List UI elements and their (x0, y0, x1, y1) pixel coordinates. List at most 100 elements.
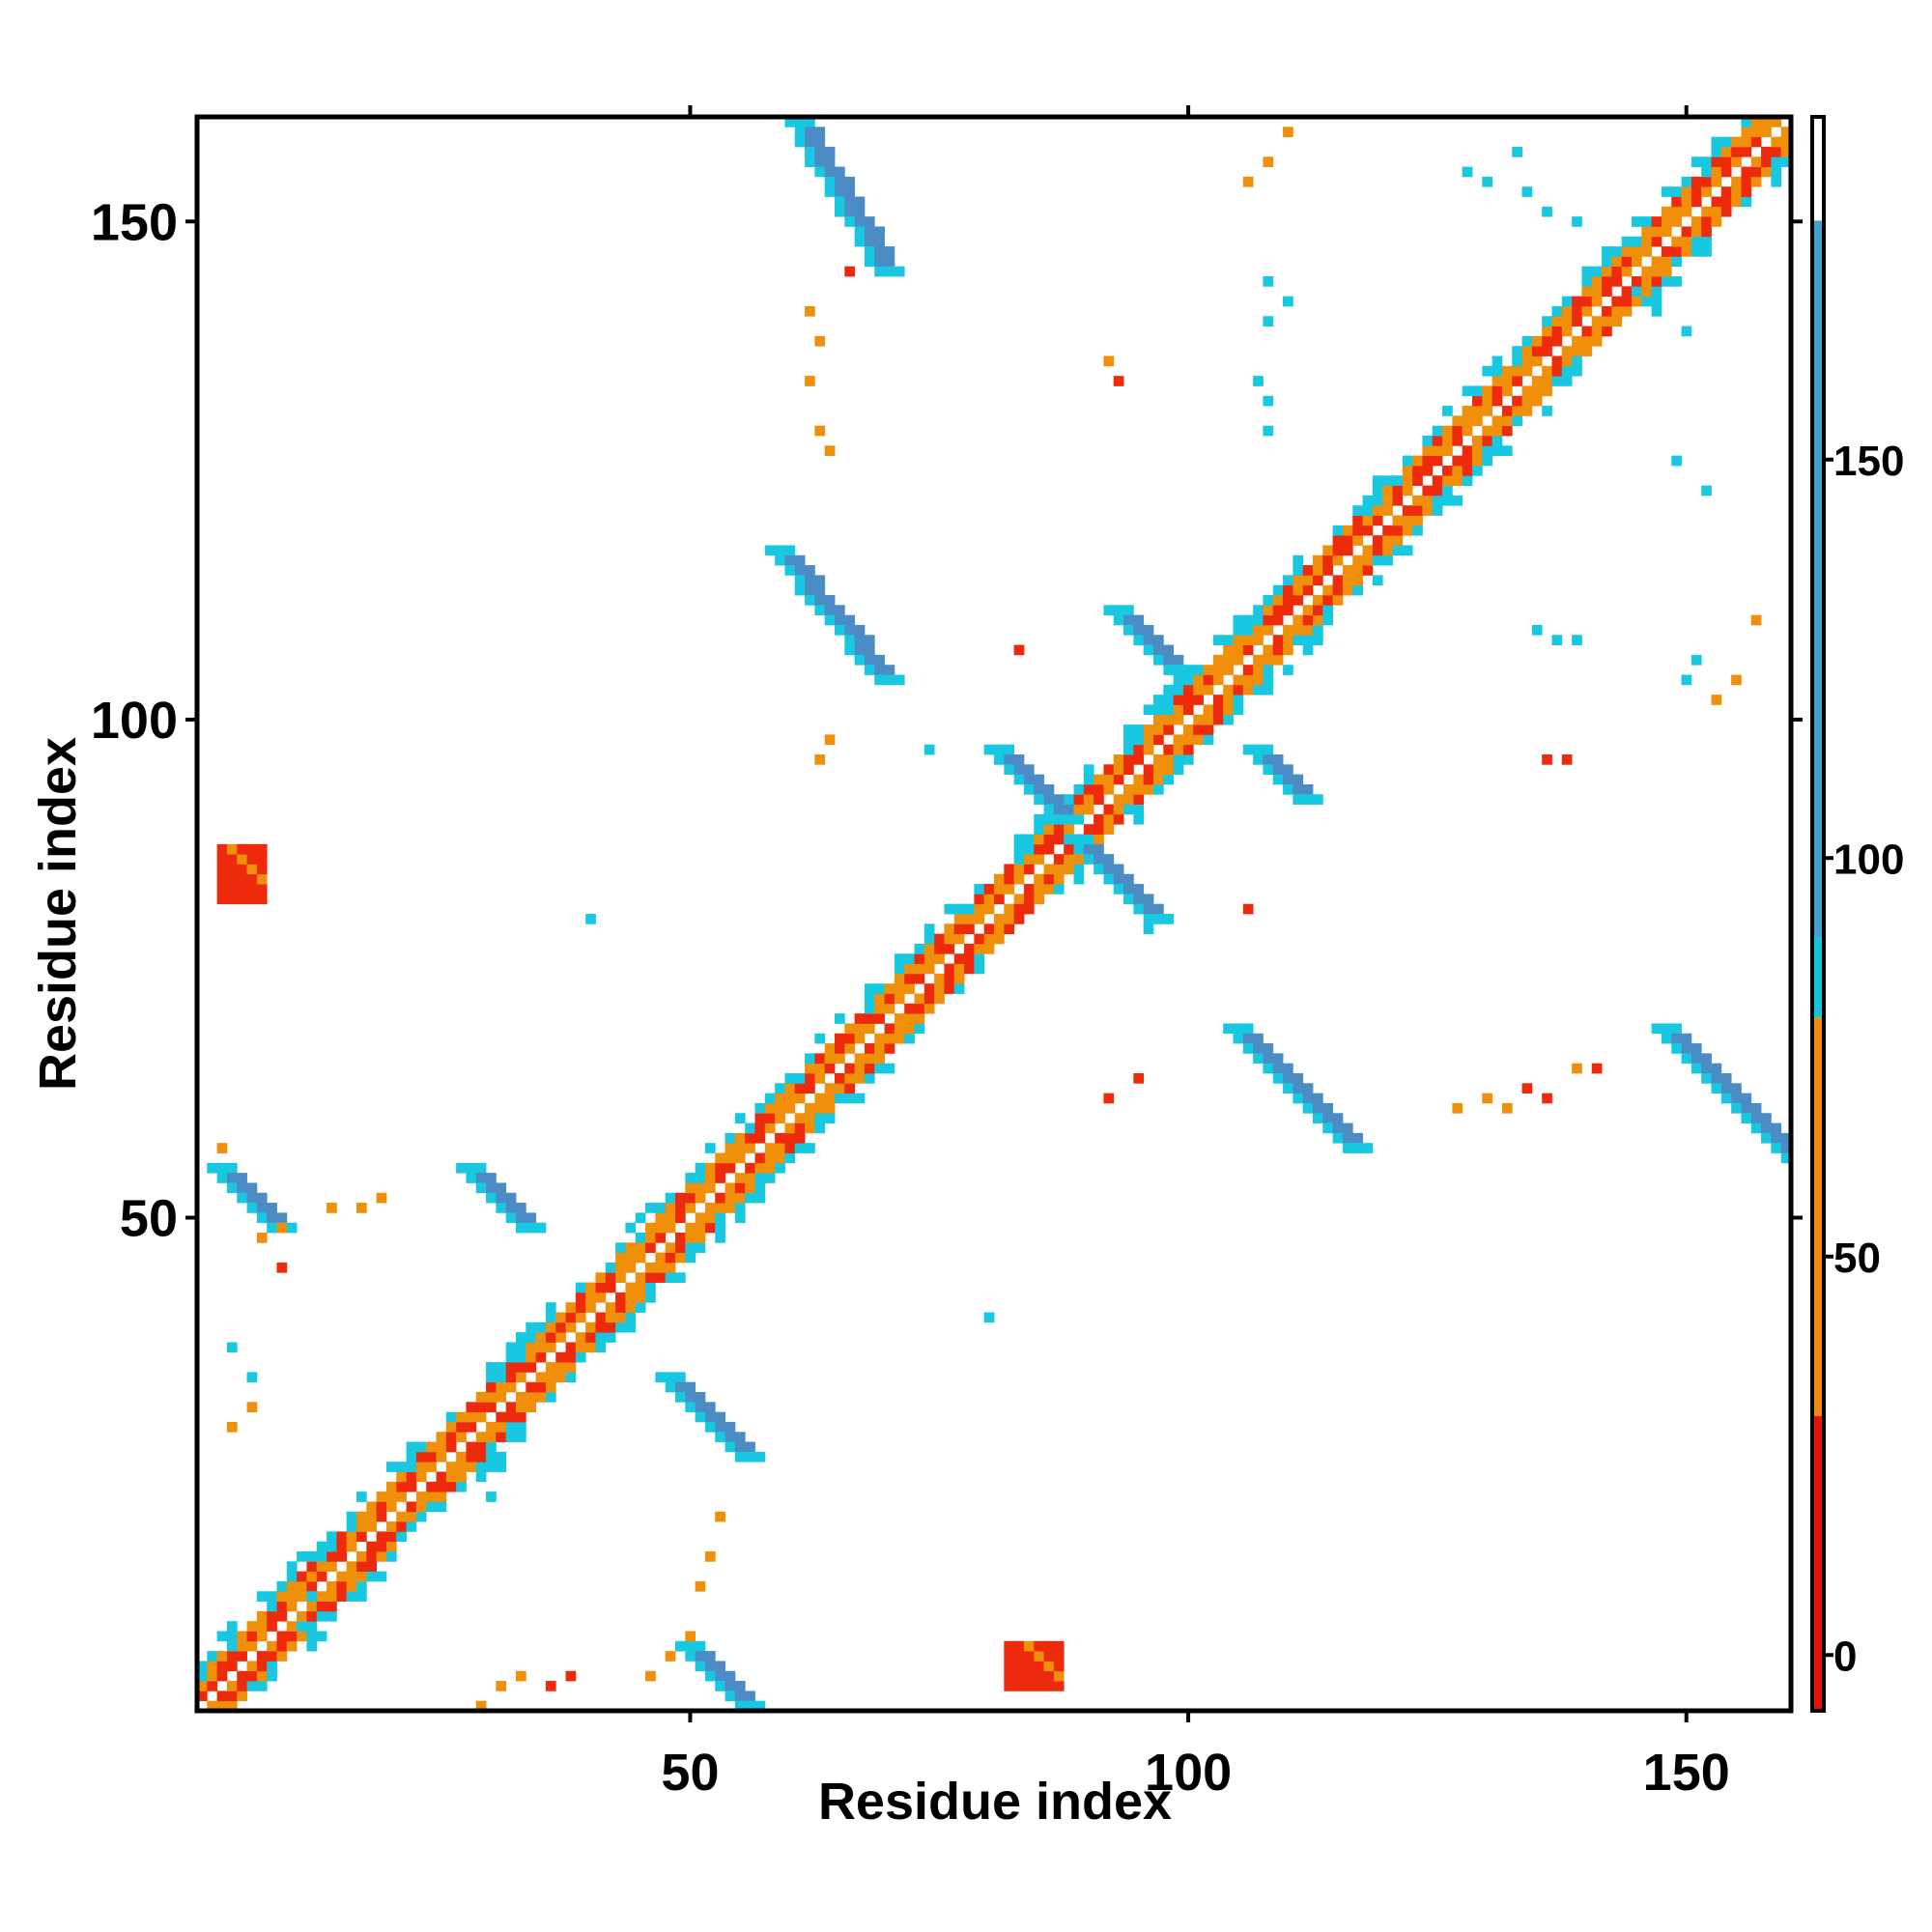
heatmap-cell (1043, 1681, 1055, 1691)
heatmap-cell (1153, 635, 1164, 645)
heatmap-cell (1720, 146, 1732, 157)
heatmap-cell (864, 216, 875, 227)
heatmap-cell (1083, 794, 1094, 805)
heatmap-cell (356, 1551, 367, 1562)
heatmap-cell (1512, 365, 1522, 377)
heatmap-cell (1412, 505, 1423, 516)
heatmap-cell (1492, 425, 1503, 437)
heatmap-cell (1382, 485, 1393, 497)
heatmap-cell (1372, 505, 1383, 516)
heatmap-cell (1422, 455, 1434, 467)
heatmap-cell (835, 1033, 845, 1044)
heatmap-cell (894, 993, 905, 1005)
heatmap-cell (535, 1342, 547, 1353)
heatmap-cell (864, 1043, 875, 1054)
heatmap-cell (665, 1203, 676, 1213)
heatmap-cell (944, 983, 955, 994)
heatmap-cell (256, 894, 268, 905)
heatmap-cell (1203, 724, 1214, 735)
heatmap-cell (814, 1073, 826, 1084)
heatmap-cell (864, 644, 875, 656)
heatmap-cell (1103, 605, 1115, 616)
heatmap-cell (1661, 266, 1672, 277)
heatmap-cell (1193, 714, 1204, 725)
heatmap-cell (1233, 704, 1244, 716)
heatmap-cell (685, 1173, 696, 1183)
heatmap-cell (655, 1203, 667, 1213)
heatmap-cell (645, 1242, 656, 1254)
heatmap-cell (914, 943, 925, 954)
heatmap-cell (237, 1640, 247, 1652)
heatmap-cell (565, 1321, 577, 1333)
heatmap-cell (1671, 186, 1682, 197)
heatmap-cell (923, 943, 935, 954)
heatmap-cell (675, 1392, 686, 1403)
heatmap-cell (1302, 635, 1314, 645)
heatmap-cell (1462, 385, 1473, 397)
heatmap-cell (1452, 465, 1463, 476)
heatmap-cell (237, 1670, 247, 1682)
heatmap-cell (1004, 1640, 1015, 1652)
heatmap-cell (704, 1551, 716, 1562)
heatmap-cell (1103, 804, 1115, 815)
heatmap-cell (1442, 485, 1453, 497)
heatmap-cell (396, 1492, 407, 1502)
heatmap-cell (327, 1591, 337, 1602)
heatmap-cell (1302, 1102, 1314, 1114)
heatmap-cell (1223, 635, 1234, 645)
heatmap-cell (1283, 644, 1293, 656)
heatmap-cell (415, 1511, 427, 1522)
heatmap-cell (745, 1132, 755, 1144)
heatmap-cell (516, 1332, 526, 1343)
heatmap-cell (1352, 584, 1363, 596)
heatmap-cell (934, 953, 945, 964)
heatmap-cell (994, 933, 1005, 945)
heatmap-cell (1043, 843, 1055, 855)
heatmap-cell (824, 1053, 836, 1065)
heatmap-cell (844, 1093, 856, 1104)
heatmap-cell (1263, 644, 1274, 656)
heatmap-cell (1153, 774, 1164, 785)
heatmap-cell (306, 1621, 318, 1632)
heatmap-cell (1372, 535, 1383, 546)
heatmap-cell (1681, 1053, 1692, 1065)
heatmap-cell (1053, 804, 1065, 815)
heatmap-cell (1690, 236, 1702, 247)
heatmap-cell (655, 1272, 667, 1283)
heatmap-cell (835, 1053, 845, 1065)
heatmap-cell (1242, 624, 1254, 636)
heatmap-cell (456, 1411, 467, 1423)
heatmap-cell (1283, 595, 1293, 606)
heatmap-cell (1382, 535, 1393, 546)
heatmap-cell (1542, 406, 1552, 416)
heatmap-cell (1561, 376, 1573, 386)
heatmap-cell (1591, 276, 1603, 287)
heatmap-cell (1372, 475, 1383, 486)
heatmap-cell (1203, 714, 1214, 725)
heatmap-cell (625, 1222, 637, 1234)
heatmap-cell (944, 973, 955, 984)
heatmap-cell (1253, 1043, 1264, 1054)
heatmap-cell (974, 953, 985, 964)
heatmap-cell (1671, 196, 1682, 208)
heatmap-cell (1212, 674, 1224, 686)
heatmap-cell (994, 914, 1005, 924)
heatmap-cell (1701, 1073, 1712, 1084)
heatmap-cell (1242, 176, 1254, 187)
heatmap-cell (575, 1282, 586, 1293)
heatmap-cell (1023, 774, 1035, 785)
heatmap-cell (436, 1432, 447, 1442)
heatmap-cell (1233, 635, 1244, 645)
heatmap-cell (1750, 136, 1762, 148)
heatmap-cell (545, 1312, 556, 1323)
heatmap-cell (724, 1441, 736, 1453)
heatmap-cell (1432, 436, 1443, 446)
heatmap-cell (565, 1342, 577, 1353)
heatmap-cell (475, 1432, 487, 1442)
heatmap-cell (1462, 415, 1473, 427)
heatmap-cell (1283, 296, 1293, 307)
heatmap-cell (1103, 813, 1115, 825)
heatmap-cell (246, 1631, 258, 1642)
heatmap-cell (237, 854, 247, 865)
heatmap-cell (555, 1321, 566, 1333)
